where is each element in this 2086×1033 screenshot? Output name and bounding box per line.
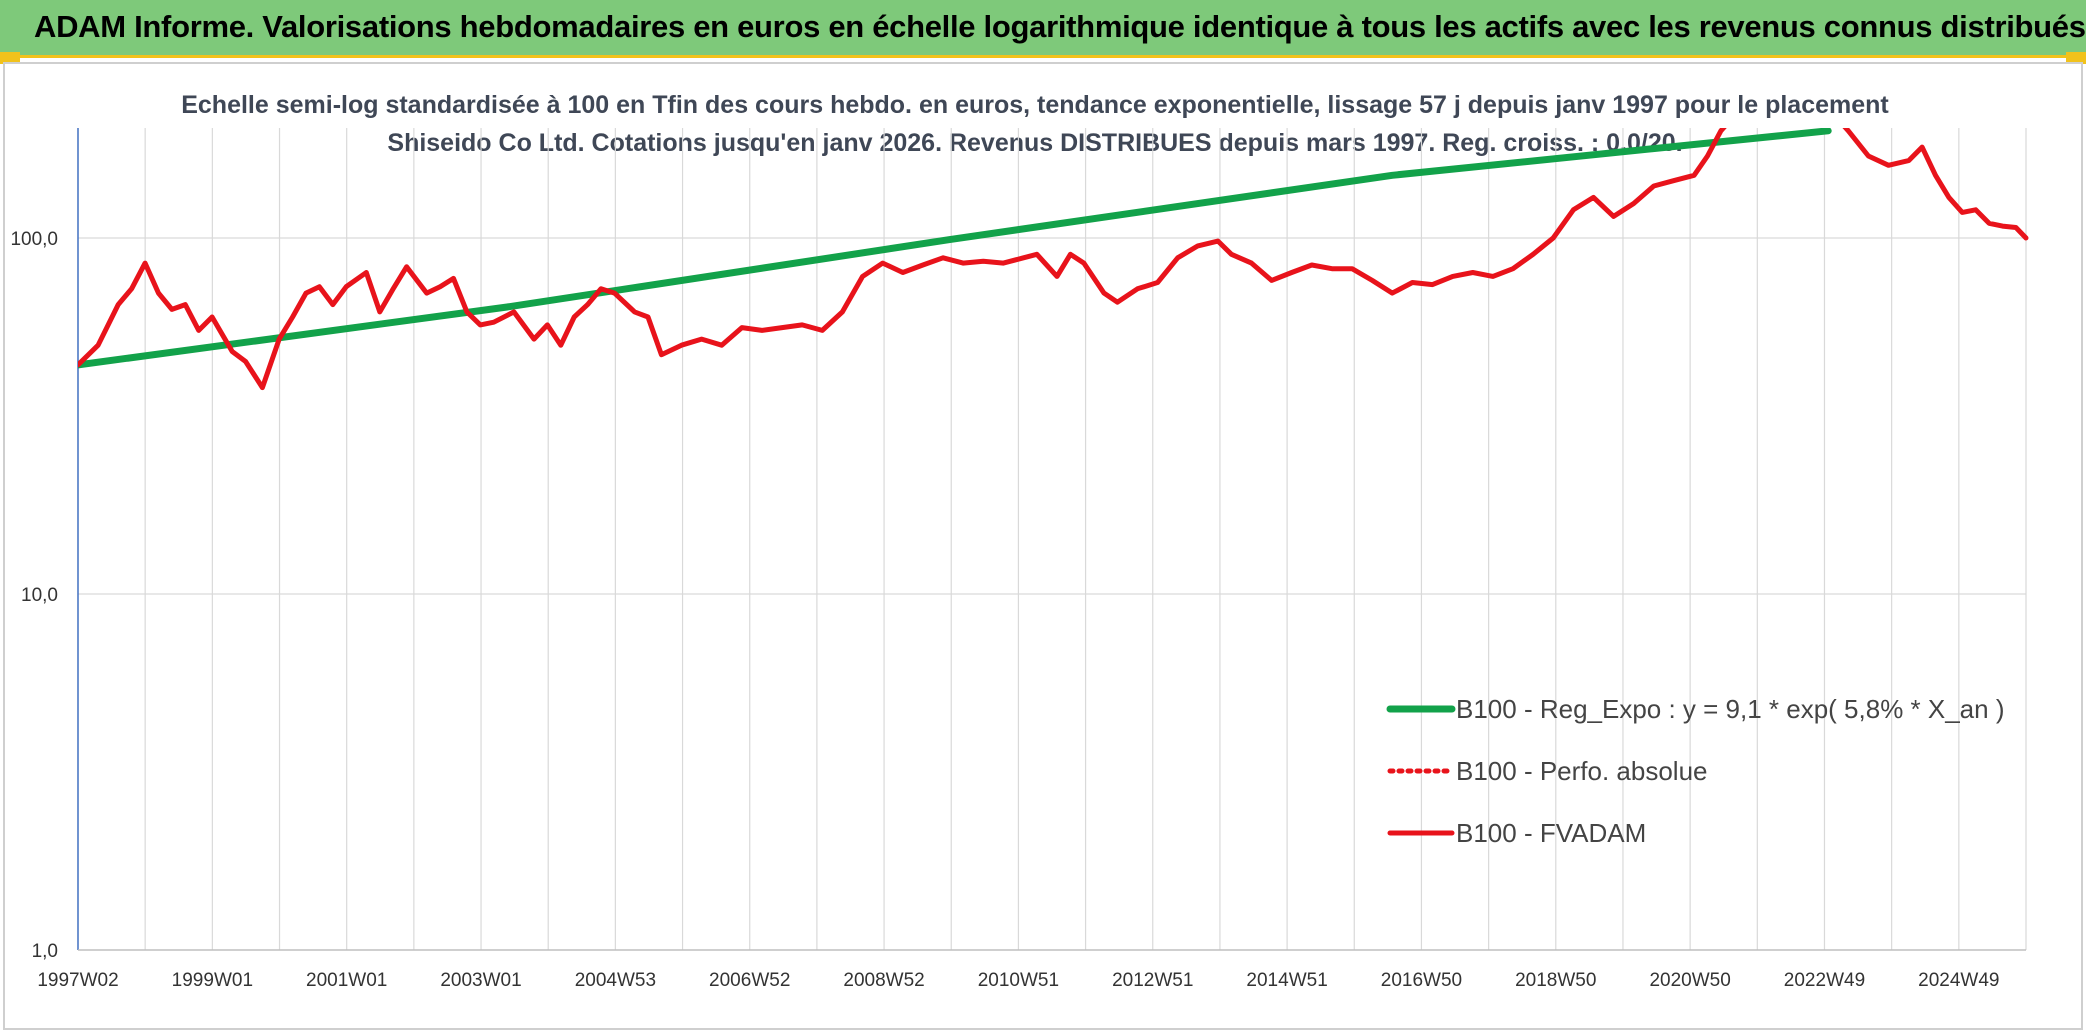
x-tick-label: 1999W01 — [172, 970, 253, 991]
x-tick-label: 2024W49 — [1918, 970, 1999, 991]
x-tick-label: 2004W53 — [575, 970, 656, 991]
corner-mark-left — [0, 52, 20, 64]
series-line-0 — [78, 128, 1832, 369]
x-tick-label: 2014W51 — [1246, 970, 1327, 991]
chart-title: Echelle semi-log standardisée à 100 en T… — [181, 91, 1889, 157]
y-tick-label: 1,0 — [32, 941, 58, 962]
x-tick-label: 2018W50 — [1515, 970, 1596, 991]
grid-lines — [77, 128, 2027, 950]
y-tick-label: 100,0 — [10, 229, 58, 250]
series-lines — [78, 128, 2029, 391]
series-line-2 — [78, 128, 2029, 391]
legend: B100 - Reg_Expo : y = 9,1 * exp( 5,8% * … — [1386, 694, 2005, 848]
x-tick-label: 2001W01 — [306, 970, 387, 991]
axes: 1,0 10,0 100,0 1997W02 1999W01 2001W01 2003W01… — [10, 128, 2026, 991]
legend-label: B100 - Reg_Expo : y = 9,1 * exp( 5,8% * … — [1456, 694, 2005, 724]
y-tick-label: 10,0 — [21, 585, 58, 606]
x-tick-label: 2016W50 — [1381, 970, 1462, 991]
page-title: ADAM Informe. Valorisations hebdomadaire… — [34, 9, 2086, 44]
x-tick-label: 2020W50 — [1649, 970, 1730, 991]
x-tick-label: 2008W52 — [843, 970, 924, 991]
x-tick-label: 2010W51 — [978, 970, 1059, 991]
x-tick-label: 2022W49 — [1784, 970, 1865, 991]
x-tick-label: 2012W51 — [1112, 970, 1193, 991]
chart-frame — [3, 62, 2083, 1030]
legend-label: B100 - Perfo. absolue — [1456, 756, 1708, 786]
header-bar: ADAM Informe. Valorisations hebdomadaire… — [0, 0, 2086, 58]
x-tick-label: 2003W01 — [440, 970, 521, 991]
x-tick-label: 2006W52 — [709, 970, 790, 991]
legend-label: B100 - FVADAM — [1456, 818, 1646, 848]
corner-mark-right — [2066, 52, 2086, 64]
x-tick-label: 1997W02 — [37, 970, 118, 991]
